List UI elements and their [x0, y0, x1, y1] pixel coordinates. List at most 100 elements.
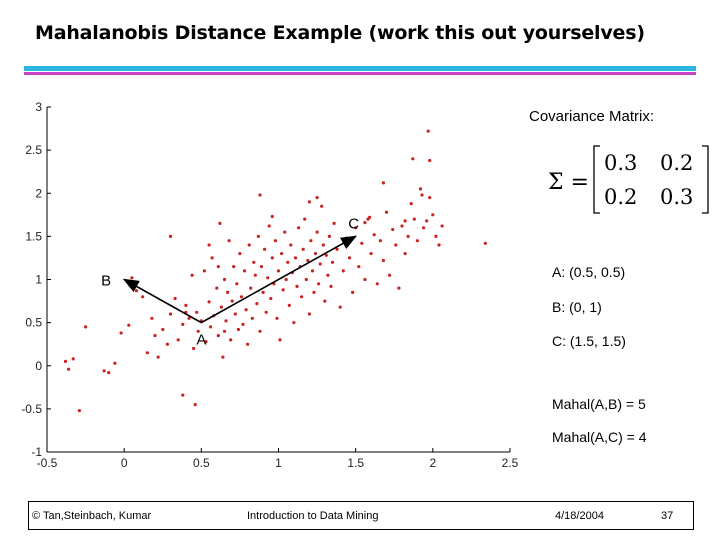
y-tick-label: -1	[31, 445, 42, 459]
mahal-ab-result: Mahal(A,B) = 5	[552, 396, 646, 412]
data-point	[357, 265, 361, 269]
data-point	[195, 310, 199, 314]
y-tick-label: 0	[35, 359, 42, 373]
data-point	[77, 409, 81, 413]
data-point	[193, 403, 197, 407]
data-point	[287, 303, 291, 307]
data-point	[422, 226, 426, 230]
point-label-a: A	[196, 332, 206, 349]
data-point	[409, 202, 413, 206]
data-point	[378, 239, 382, 243]
data-point	[165, 342, 169, 346]
data-point	[317, 282, 321, 286]
data-point	[218, 221, 222, 225]
data-point	[434, 234, 438, 238]
data-point	[207, 300, 211, 304]
data-point	[280, 252, 284, 256]
data-point	[363, 277, 367, 282]
y-tick-label: 2.5	[25, 143, 42, 157]
data-point	[273, 239, 277, 243]
data-point	[204, 340, 208, 344]
data-point	[250, 316, 254, 320]
data-point	[286, 260, 290, 264]
data-point	[233, 312, 237, 316]
x-tick-label: 0	[121, 456, 128, 470]
data-point	[232, 265, 236, 269]
data-point	[249, 286, 253, 290]
data-point	[168, 234, 173, 238]
point-a-coords: A: (0.5, 0.5)	[552, 264, 626, 280]
data-point	[63, 359, 68, 363]
data-point	[351, 290, 355, 294]
data-point	[425, 219, 429, 223]
data-point	[261, 290, 265, 294]
data-point	[440, 224, 444, 228]
data-point	[190, 273, 194, 277]
footer-date: 4/18/2004	[555, 510, 604, 522]
mahal-ac-result: Mahal(A,C) = 4	[552, 429, 647, 445]
x-tick-label: 0.5	[193, 456, 210, 470]
x-tick-label: 2.5	[502, 456, 519, 470]
x-tick-label: 1.5	[347, 456, 364, 470]
data-point	[107, 371, 111, 375]
data-point	[219, 305, 223, 309]
data-point	[192, 346, 196, 351]
data-point	[360, 241, 364, 245]
data-point	[313, 252, 318, 256]
data-point	[284, 277, 288, 282]
slide-title: Mahalanobis Distance Example (work this …	[35, 22, 645, 44]
data-point	[344, 236, 348, 240]
data-point	[369, 252, 373, 256]
data-point	[236, 327, 240, 332]
data-point	[275, 316, 279, 320]
data-point	[310, 269, 315, 273]
data-point	[300, 295, 304, 299]
data-point	[71, 357, 75, 361]
data-point	[119, 331, 123, 335]
y-tick-label: 0.5	[25, 316, 42, 330]
data-point	[276, 269, 281, 273]
data-point	[312, 290, 316, 294]
matrix-cell-1-0: 0.2	[604, 185, 637, 209]
data-point	[202, 269, 206, 273]
data-point	[306, 258, 310, 263]
data-point	[156, 355, 160, 359]
data-point	[256, 234, 260, 238]
x-tick-label: 2	[429, 456, 436, 470]
data-point	[329, 284, 333, 288]
data-point	[267, 224, 271, 228]
data-point	[400, 224, 404, 228]
data-point	[127, 323, 131, 327]
data-point	[321, 243, 325, 247]
data-point	[258, 329, 262, 333]
data-point	[418, 187, 423, 191]
data-point	[426, 129, 430, 133]
data-point	[259, 265, 264, 269]
data-point	[292, 321, 296, 325]
data-point	[415, 239, 419, 243]
data-point	[264, 310, 268, 314]
data-point	[368, 215, 372, 219]
data-point	[324, 253, 328, 257]
data-point	[84, 325, 88, 329]
data-point	[187, 316, 191, 320]
matrix-cell-1-1: 0.3	[660, 185, 693, 209]
vector-arrow	[200, 235, 358, 324]
data-point	[335, 247, 339, 251]
data-point	[227, 239, 231, 243]
data-point	[224, 319, 228, 323]
data-point	[130, 276, 134, 280]
data-point	[303, 217, 307, 221]
data-point	[255, 302, 259, 306]
data-point	[381, 181, 385, 185]
data-point	[278, 338, 282, 342]
data-point	[181, 393, 185, 397]
data-point	[363, 221, 367, 225]
data-point	[338, 305, 342, 309]
data-point	[394, 243, 398, 247]
x-tick-label: 1	[275, 456, 282, 470]
covariance-title: Covariance Matrix:	[529, 108, 655, 125]
data-point	[270, 214, 274, 219]
data-point	[207, 243, 211, 247]
